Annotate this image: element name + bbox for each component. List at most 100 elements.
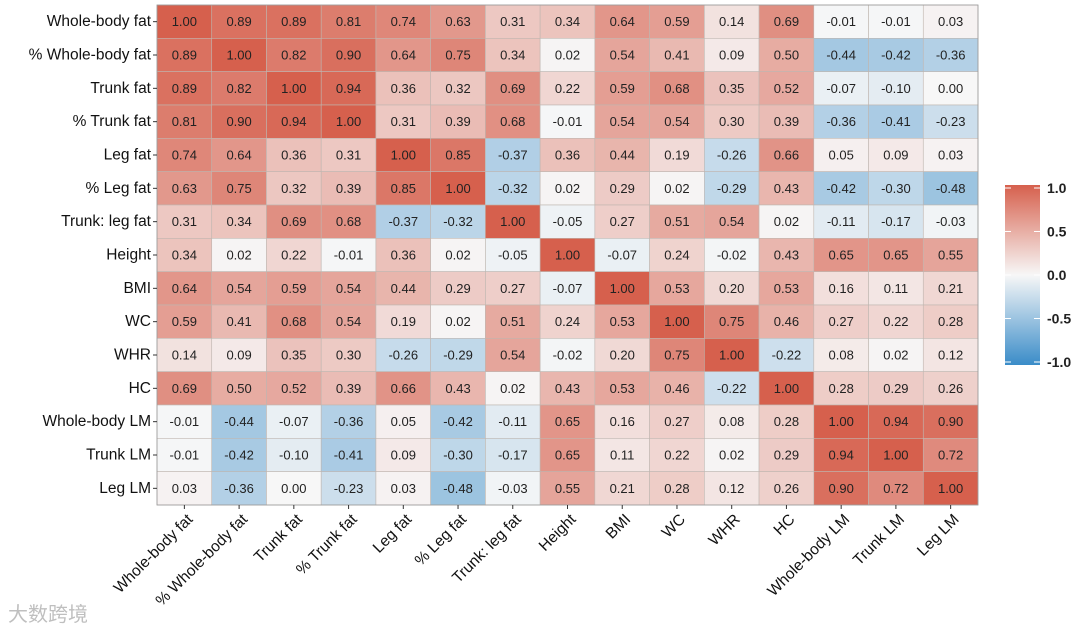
heatmap-cell (649, 371, 705, 406)
y-tick-label: Trunk fat (90, 80, 151, 97)
x-tick-label: BMI (603, 511, 635, 543)
heatmap-cell (649, 4, 705, 39)
cell-value: 1.00 (829, 414, 854, 429)
cell-value: 0.34 (555, 14, 580, 29)
cell-value: 0.90 (829, 481, 854, 496)
cell-value: -0.07 (279, 414, 309, 429)
heatmap-cell (649, 71, 705, 106)
heatmap-cell (594, 104, 650, 139)
heatmap-cell (156, 371, 213, 406)
heatmap-cell (758, 271, 815, 306)
heatmap-cell (758, 471, 815, 506)
x-tick-label: Trunk fat (251, 511, 306, 566)
y-tick-label: Leg fat (104, 147, 152, 164)
cell-value: 0.68 (664, 81, 689, 96)
cell-value: 0.08 (829, 348, 854, 363)
cell-value: 0.72 (938, 448, 963, 463)
heatmap-cell (813, 71, 869, 106)
heatmap-cell (320, 271, 377, 306)
cell-value: 0.50 (774, 48, 799, 63)
cell-value: 0.46 (774, 314, 799, 329)
heatmap-cell (813, 138, 869, 172)
heatmap-cell (704, 338, 760, 372)
cell-value: 0.34 (226, 214, 251, 229)
cell-value: -0.23 (334, 481, 364, 496)
heatmap-cell (156, 404, 213, 439)
cell-value: 0.53 (610, 381, 635, 396)
cell-value: 0.53 (774, 281, 799, 296)
heatmap-cell (156, 71, 213, 106)
cell-value: 0.55 (938, 248, 963, 263)
heatmap-cell (211, 271, 267, 306)
cell-value: 0.02 (555, 48, 580, 63)
cell-value: 0.34 (172, 248, 197, 263)
cell-value: 0.75 (719, 314, 744, 329)
heatmap-cell (649, 171, 705, 206)
heatmap-cell (594, 71, 650, 106)
cell-value: 1.00 (391, 148, 416, 163)
heatmap-cell (649, 304, 705, 339)
heatmap-cell (539, 171, 596, 206)
cell-value: 0.31 (172, 214, 197, 229)
heatmap-cell (758, 4, 815, 39)
heatmap-cell (704, 271, 760, 306)
cell-value: 0.29 (774, 448, 799, 463)
cell-value: 0.14 (719, 14, 744, 29)
cell-value: -0.26 (388, 348, 418, 363)
cell-value: 0.82 (281, 48, 306, 63)
cell-value: 0.16 (829, 281, 854, 296)
y-tick-label: Trunk LM (86, 447, 151, 464)
cell-value: 0.75 (664, 348, 689, 363)
heatmap-cell (649, 338, 705, 372)
cell-value: 0.31 (391, 114, 416, 129)
cell-value: -0.22 (717, 381, 747, 396)
cell-value: -0.10 (279, 448, 309, 463)
heatmap-cell (485, 338, 541, 372)
heatmap-cell (320, 104, 377, 139)
heatmap-cell (485, 271, 541, 306)
heatmap-cell (649, 104, 705, 139)
y-tick-label: % Trunk fat (73, 113, 152, 130)
heatmap-cell (868, 271, 924, 306)
cell-value: 0.09 (391, 448, 416, 463)
cell-value: 0.39 (336, 181, 361, 196)
heatmap-cell (813, 438, 869, 472)
cell-value: 0.05 (829, 148, 854, 163)
heatmap-cell (594, 404, 650, 439)
heatmap-cell (211, 371, 267, 406)
heatmap-cell (485, 238, 541, 272)
heatmap-cell (156, 471, 213, 506)
heatmap-cell (430, 4, 486, 39)
y-tick-label: Trunk: leg fat (61, 213, 152, 230)
heatmap-cell (430, 338, 486, 372)
cell-value: -0.03 (498, 481, 528, 496)
cell-value: 0.94 (281, 114, 306, 129)
heatmap-cell (922, 271, 979, 306)
cell-value: 0.09 (719, 48, 744, 63)
heatmap-cell (211, 404, 267, 439)
heatmap-cell (594, 271, 650, 306)
cell-value: -0.48 (936, 181, 966, 196)
cell-value: 0.02 (719, 448, 744, 463)
cell-value: 0.94 (336, 81, 361, 96)
cell-value: -0.01 (881, 14, 911, 29)
heatmap-cell (375, 71, 431, 106)
cell-value: 0.26 (774, 481, 799, 496)
cell-value: -0.05 (498, 248, 528, 263)
heatmap-cell (485, 71, 541, 106)
heatmap-cell (320, 38, 377, 72)
heatmap-cell (868, 204, 924, 239)
heatmap-cell (539, 338, 596, 372)
cell-value: 0.54 (610, 48, 635, 63)
cell-value: 0.55 (555, 481, 580, 496)
cell-value: -0.07 (553, 281, 583, 296)
cell-value: 0.28 (938, 314, 963, 329)
cell-value: -0.42 (443, 414, 473, 429)
cell-value: -0.02 (553, 348, 583, 363)
heatmap-cell (594, 471, 650, 506)
cell-value: 0.02 (445, 314, 470, 329)
cell-value: -0.44 (224, 414, 254, 429)
heatmap-cell (704, 238, 760, 272)
heatmap-cell (813, 371, 869, 406)
cell-value: 0.81 (172, 114, 197, 129)
